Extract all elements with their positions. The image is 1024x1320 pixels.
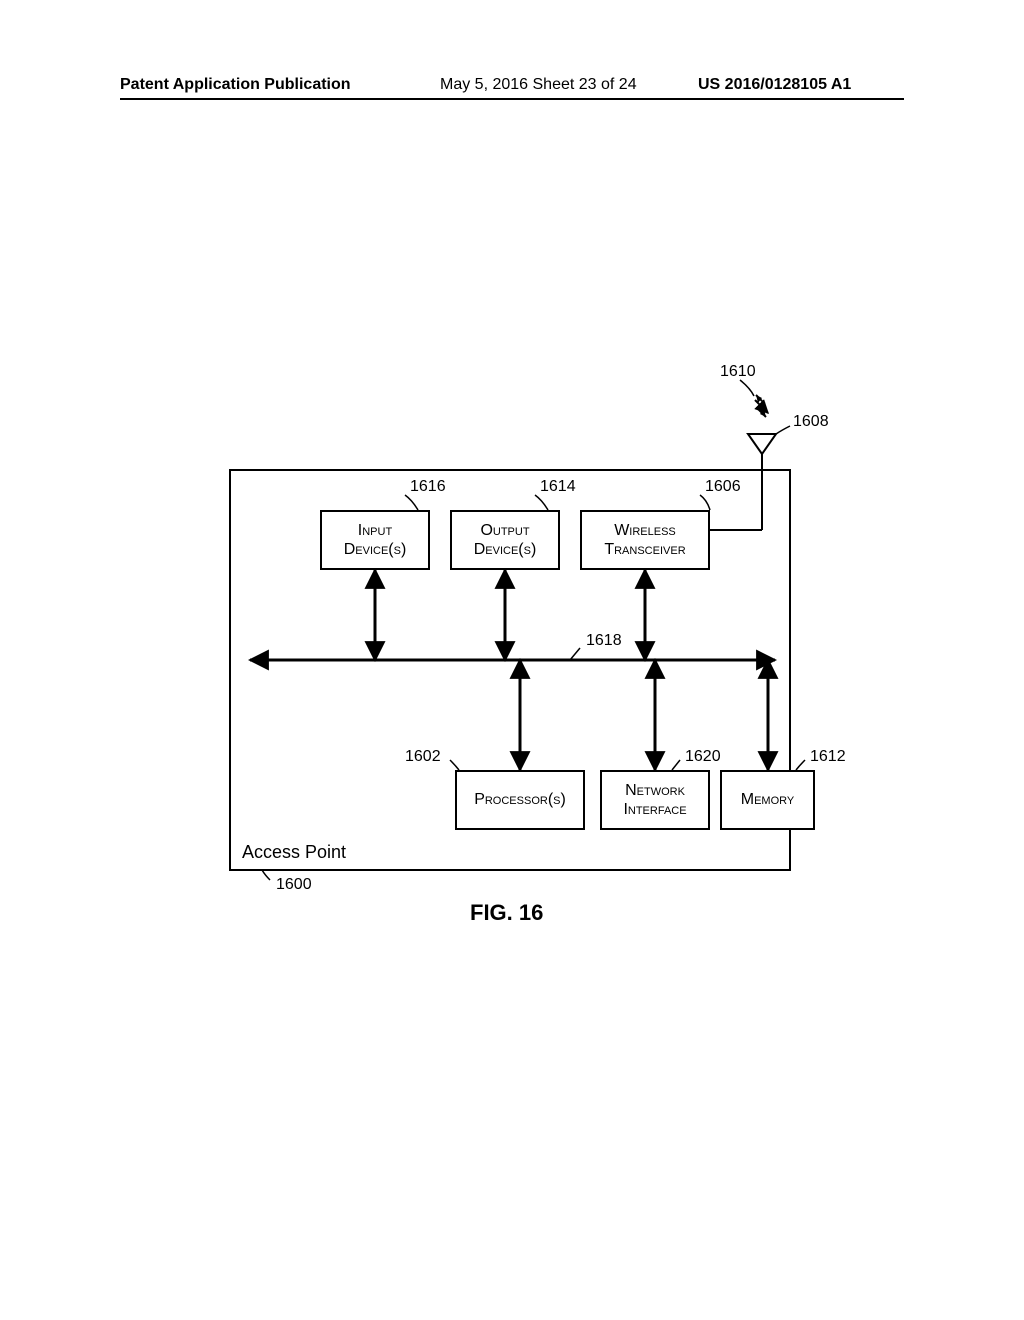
ref-1608: 1608 [793,413,829,431]
block-memory: Memory [720,770,815,830]
block-processor-line1: Processor(s) [457,790,583,809]
block-input-line1: Input [322,521,428,540]
main-box-label: Access Point [242,842,346,863]
ref-1614: 1614 [540,478,576,496]
ref-1620: 1620 [685,748,721,766]
page: Patent Application Publication May 5, 20… [0,0,1024,1320]
figure-caption: FIG. 16 [470,900,543,926]
block-output-devices: Output Device(s) [450,510,560,570]
block-memory-line1: Memory [722,790,813,809]
block-netif-line1: Network [602,781,708,800]
ref-1616: 1616 [410,478,446,496]
antenna-icon [748,434,776,454]
block-output-line1: Output [452,521,558,540]
ref-1606: 1606 [705,478,741,496]
block-input-devices: Input Device(s) [320,510,430,570]
block-transceiver-line1: Wireless [582,521,708,540]
block-wireless-transceiver: Wireless Transceiver [580,510,710,570]
block-processors: Processor(s) [455,770,585,830]
block-netif-line2: Interface [602,800,708,819]
block-output-line2: Device(s) [452,540,558,559]
diagram-svg [0,0,1024,1320]
ref-1600: 1600 [276,876,312,894]
block-network-interface: Network Interface [600,770,710,830]
block-transceiver-line2: Transceiver [582,540,708,559]
ref-1618: 1618 [586,632,622,650]
ref-1610: 1610 [720,363,756,381]
ref-1602: 1602 [405,748,441,766]
block-input-line2: Device(s) [322,540,428,559]
ref-1612: 1612 [810,748,846,766]
